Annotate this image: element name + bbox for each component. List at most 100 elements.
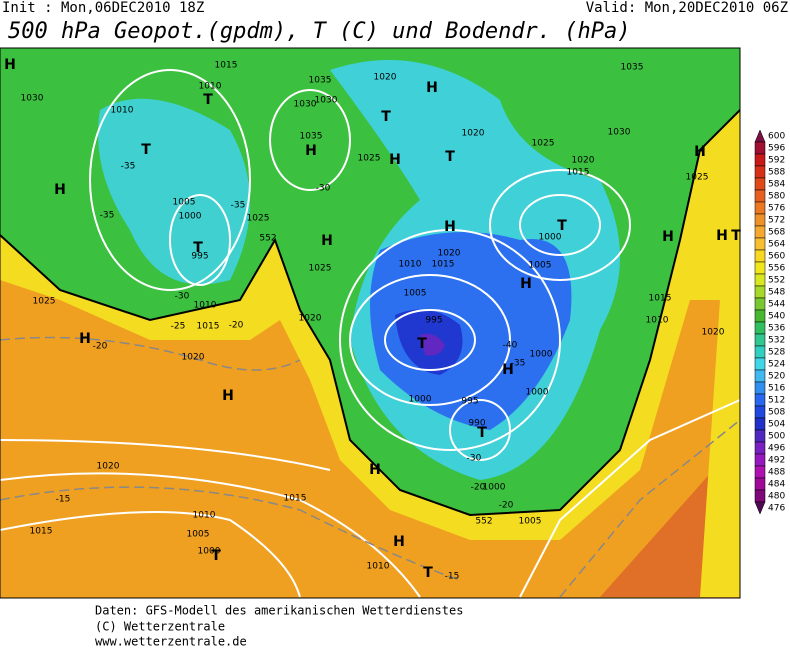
isobar (0, 511, 301, 598)
colorbar-label: 568 (768, 228, 785, 238)
colorbar-swatch (754, 357, 766, 371)
contour-label: 1030 (21, 94, 44, 104)
isotherm (0, 336, 301, 371)
pressure-center: T (423, 565, 433, 581)
contour-label: 1015 (284, 494, 307, 504)
contour-label: -25 (171, 322, 186, 332)
contour-label: 1030 (315, 96, 338, 106)
footer-url: www.wetterzentrale.de (95, 635, 247, 648)
contour-label: -40 (503, 341, 518, 351)
pressure-center: T (477, 425, 487, 441)
contour-label: 1020 (572, 156, 595, 166)
colorbar-swatch (754, 393, 766, 407)
pressure-center: H (520, 276, 532, 292)
isobar (339, 229, 561, 451)
pressure-center: T (445, 149, 455, 165)
pressure-center: H (502, 362, 514, 378)
contour-label: 1025 (33, 297, 56, 307)
colorbar-swatch (754, 429, 766, 443)
isobar (519, 399, 741, 598)
contour-label: -35 (100, 211, 115, 221)
contour-label: 1010 (199, 82, 222, 92)
contour-label: 1030 (608, 128, 631, 138)
colorbar-swatch (754, 237, 766, 251)
contour-label: 1020 (182, 353, 205, 363)
colorbar-swatch (754, 225, 766, 239)
contour-label: 1000 (179, 212, 202, 222)
colorbar-swatch (754, 273, 766, 287)
colorbar-label: 552 (768, 276, 785, 286)
map-frame (0, 47, 741, 599)
contour-label: 1005 (519, 517, 542, 527)
isobar (269, 89, 351, 191)
contour-label: 1000 (526, 388, 549, 398)
pressure-center: H (393, 534, 405, 550)
pressure-center: T (203, 92, 213, 108)
colorbar-label: 512 (768, 396, 785, 406)
pressure-center: H (321, 233, 333, 249)
colorbar-label: 600 (768, 132, 785, 142)
contour-label: 1015 (30, 527, 53, 537)
contour-label: 1020 (374, 73, 397, 83)
colorbar-label: 476 (768, 504, 785, 514)
colorbar-label: 548 (768, 288, 785, 298)
pressure-center: H (716, 228, 728, 244)
colorbar-label: 576 (768, 204, 785, 214)
contour-label: 1035 (309, 76, 332, 86)
contour-label: 1020 (462, 129, 485, 139)
contour-label: -15 (56, 495, 71, 505)
valid-time: Valid: Mon,20DEC2010 06Z (586, 0, 788, 16)
colorbar-label: 572 (768, 216, 785, 226)
colorbar-label: 500 (768, 432, 785, 442)
contour-label: -35 (121, 162, 136, 172)
contour-label: 1000 (409, 395, 432, 405)
colorbar-swatch (754, 249, 766, 263)
contour-label: 1010 (367, 562, 390, 572)
colorbar-label: 588 (768, 168, 785, 178)
pressure-center: H (222, 388, 234, 404)
contour-label: 1005 (404, 289, 427, 299)
pressure-center: T (557, 218, 567, 234)
colorbar-swatch (754, 153, 766, 167)
contour-label: 995 (425, 316, 442, 326)
contour-label: 1000 (198, 547, 221, 557)
isotherm (559, 419, 741, 598)
colorbar-swatch (754, 417, 766, 431)
contour-label: 1035 (300, 132, 323, 142)
footer-copyright: (C) Wetterzentrale (95, 620, 225, 634)
colorbar-swatch (754, 381, 766, 395)
pressure-center: T (211, 548, 221, 564)
colorbar-label: 540 (768, 312, 785, 322)
colorbar-swatch (754, 501, 766, 515)
colorbar-label: 596 (768, 144, 785, 154)
contour-label: -30 (316, 184, 331, 194)
contour-label: 552 (259, 234, 276, 244)
pressure-center: H (54, 182, 66, 198)
pressure-center: H (426, 80, 438, 96)
contour-label: 1000 (483, 483, 506, 493)
colorbar-label: 592 (768, 156, 785, 166)
colorbar-swatch (754, 477, 766, 491)
field-cyan-west (98, 98, 250, 285)
contour-label: 1005 (173, 198, 196, 208)
colorbar-label: 508 (768, 408, 785, 418)
pressure-center: T (731, 228, 741, 244)
colorbar-swatch (754, 333, 766, 347)
colorbar-swatch (754, 261, 766, 275)
isobar (169, 194, 231, 286)
colorbar-swatch (754, 141, 766, 155)
field-blue (370, 232, 572, 430)
contour-label: 1010 (193, 511, 216, 521)
contour-label: 1015 (649, 294, 672, 304)
colorbar-swatch (754, 321, 766, 335)
contour-label: 1020 (702, 328, 725, 338)
colorbar-label: 564 (768, 240, 785, 250)
contour-label: 1015 (197, 322, 220, 332)
contour-label: -30 (175, 292, 190, 302)
contour-label: 1020 (97, 462, 120, 472)
contour-label: 1035 (621, 63, 644, 73)
contour-label: 1000 (530, 350, 553, 360)
colorbar-label: 524 (768, 360, 785, 370)
contour-label: 1015 (432, 260, 455, 270)
